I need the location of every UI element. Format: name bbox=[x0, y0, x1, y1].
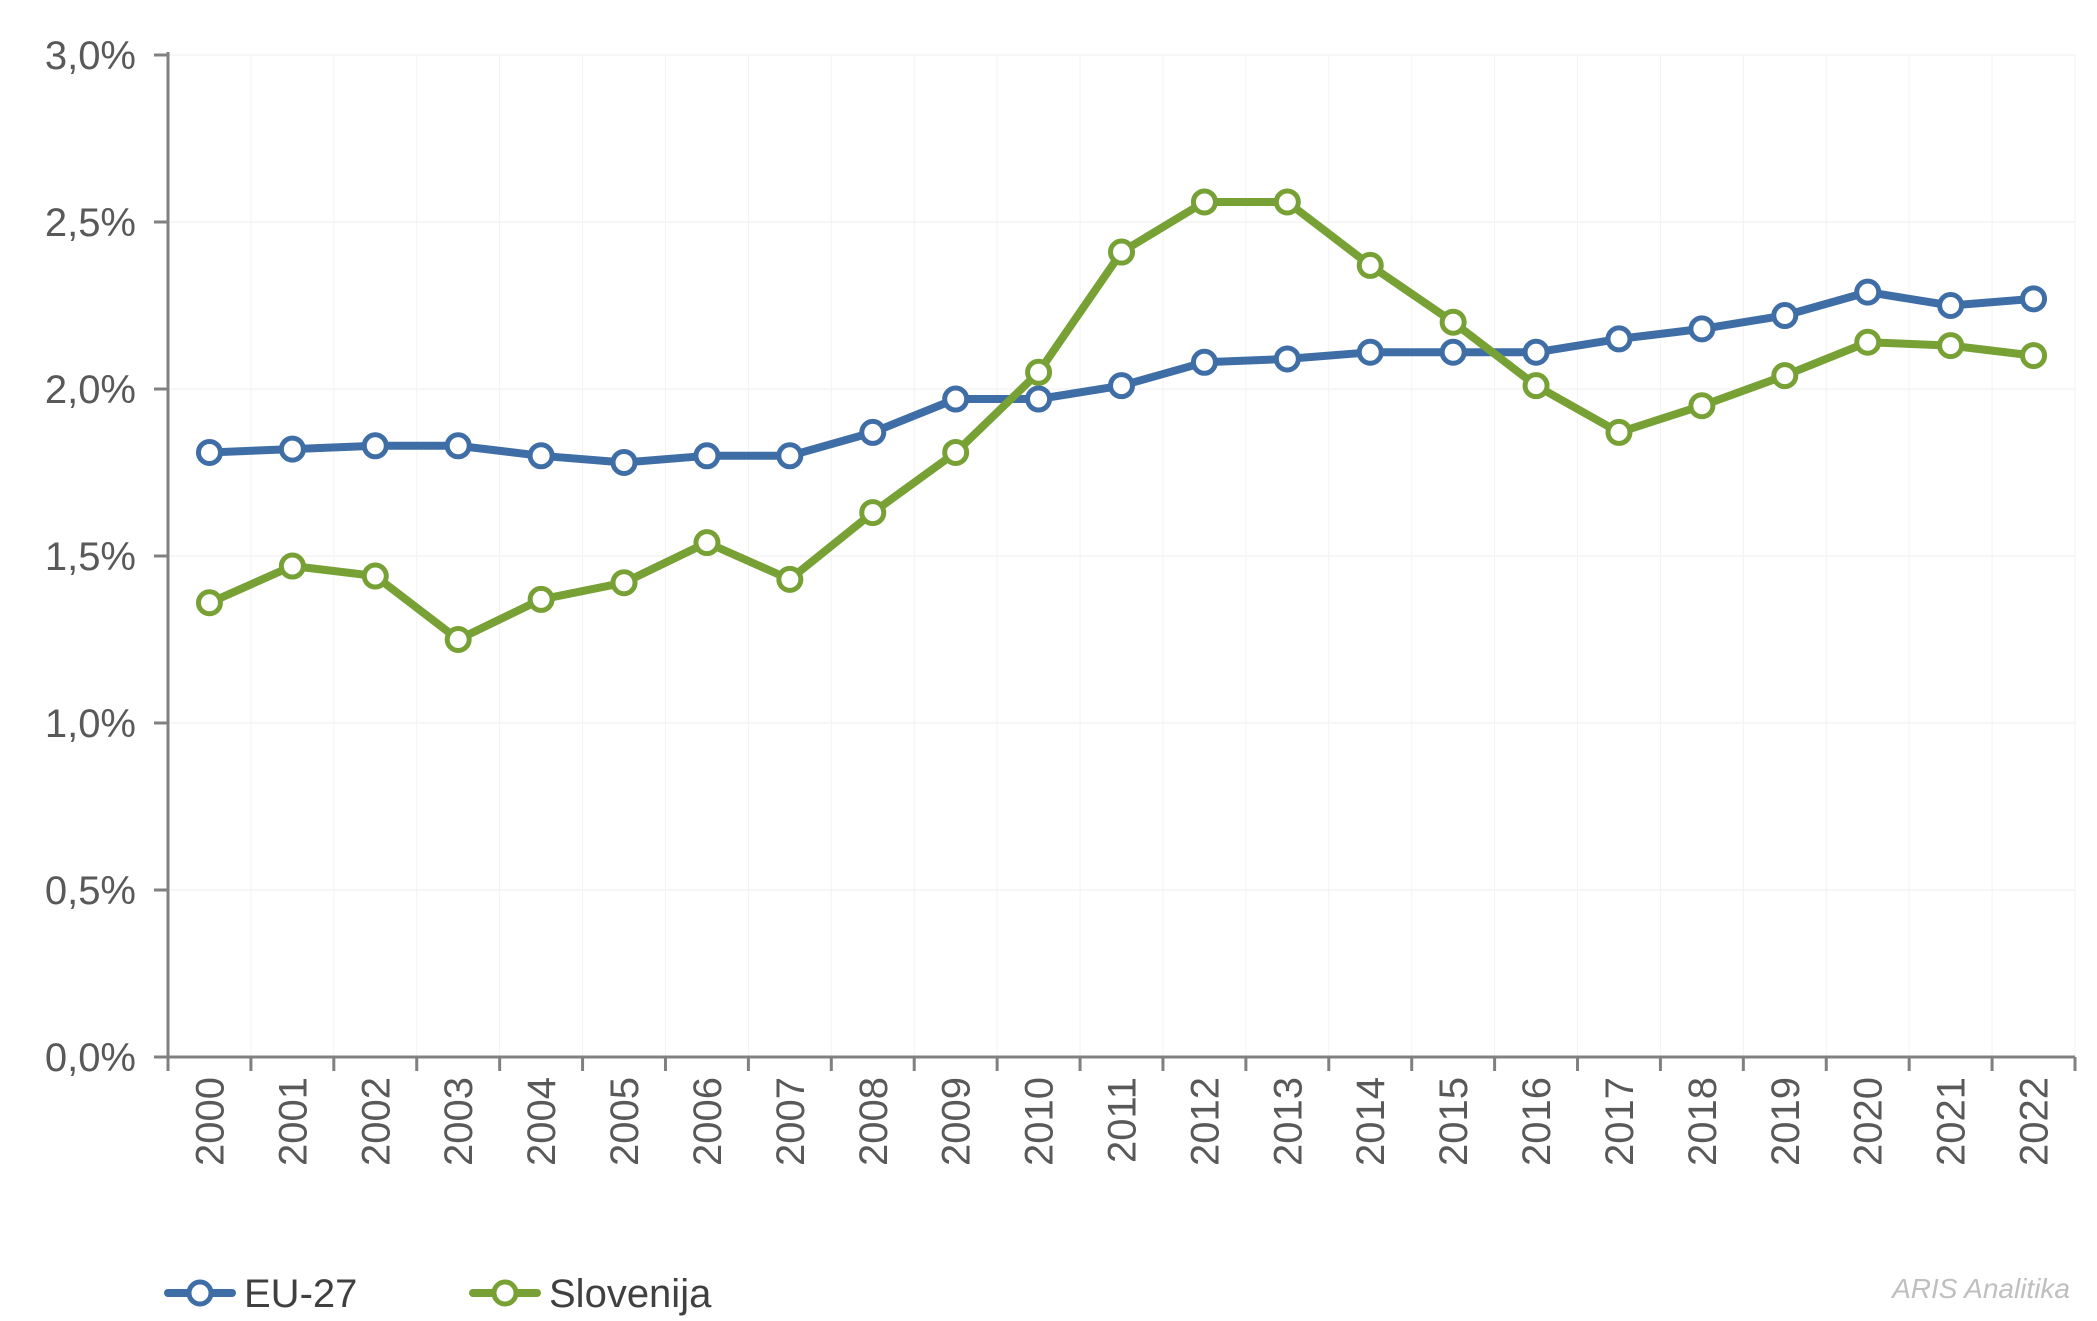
x-tick-label: 2008 bbox=[852, 1077, 896, 1166]
x-tick-label: 2012 bbox=[1183, 1077, 1227, 1166]
data-point-slovenija bbox=[444, 626, 472, 653]
data-point-slovenija bbox=[1190, 188, 1218, 216]
y-tick-label: 0,5% bbox=[45, 869, 136, 913]
data-point-slovenija bbox=[1439, 308, 1467, 336]
data-point-eu-27 bbox=[1937, 292, 1965, 319]
x-tick-label: 2021 bbox=[1930, 1077, 1974, 1166]
data-point-eu-27 bbox=[859, 418, 887, 446]
legend-swatch-marker bbox=[186, 1279, 214, 1307]
x-tick-label: 2017 bbox=[1598, 1077, 1642, 1166]
x-tick-label: 2007 bbox=[769, 1077, 813, 1166]
data-point-eu-27 bbox=[444, 432, 472, 460]
x-tick-label: 2001 bbox=[271, 1077, 315, 1166]
data-point-slovenija bbox=[1688, 392, 1716, 420]
data-point-slovenija bbox=[195, 589, 223, 617]
x-tick-label: 2013 bbox=[1266, 1077, 1310, 1166]
x-tick-label: 2005 bbox=[603, 1077, 647, 1166]
y-tick-label: 0,0% bbox=[45, 1036, 136, 1080]
legend-label: EU-27 bbox=[244, 1272, 357, 1316]
data-point-slovenija bbox=[527, 585, 555, 613]
data-point-slovenija bbox=[278, 552, 306, 580]
data-point-eu-27 bbox=[610, 448, 638, 476]
data-point-eu-27 bbox=[1108, 372, 1135, 400]
y-tick-label: 3,0% bbox=[45, 34, 136, 78]
data-point-slovenija bbox=[1273, 188, 1301, 216]
y-tick-label: 1,0% bbox=[45, 702, 136, 746]
data-point-eu-27 bbox=[1605, 325, 1633, 353]
data-point-slovenija bbox=[1937, 332, 1965, 360]
data-point-slovenija bbox=[942, 438, 970, 466]
legend-label: Slovenija bbox=[549, 1272, 712, 1316]
data-point-eu-27 bbox=[1771, 302, 1799, 330]
data-point-eu-27 bbox=[1273, 345, 1301, 373]
data-point-eu-27 bbox=[527, 442, 555, 470]
x-tick-label: 2006 bbox=[686, 1077, 730, 1166]
data-point-eu-27 bbox=[693, 442, 721, 470]
data-point-eu-27 bbox=[1439, 338, 1467, 366]
gridlines bbox=[168, 54, 2076, 1057]
x-tick-label: 2004 bbox=[520, 1077, 564, 1166]
y-tick-label: 1,5% bbox=[45, 535, 136, 579]
legend-swatch-marker bbox=[491, 1279, 519, 1307]
data-point-eu-27 bbox=[1190, 348, 1218, 376]
data-point-slovenija bbox=[1356, 251, 1384, 279]
data-point-eu-27 bbox=[1356, 338, 1384, 366]
x-tick-label: 2016 bbox=[1515, 1077, 1559, 1166]
data-point-eu-27 bbox=[361, 432, 389, 460]
data-point-slovenija bbox=[776, 565, 804, 593]
x-tick-label: 2020 bbox=[1847, 1077, 1891, 1166]
x-tick-label: 2014 bbox=[1349, 1077, 1393, 1166]
data-point-eu-27 bbox=[278, 435, 306, 463]
x-tick-label: 2009 bbox=[935, 1077, 979, 1166]
legend: EU-27 Slovenija bbox=[164, 1272, 712, 1316]
data-point-eu-27 bbox=[1522, 338, 1550, 366]
x-tick-label: 2002 bbox=[354, 1077, 398, 1166]
data-point-eu-27 bbox=[776, 442, 804, 470]
data-point-eu-27 bbox=[1688, 315, 1716, 343]
data-point-slovenija bbox=[1854, 328, 1882, 356]
data-point-eu-27 bbox=[195, 438, 223, 466]
data-point-slovenija bbox=[1771, 362, 1799, 390]
x-tick-label: 2003 bbox=[437, 1077, 481, 1166]
data-point-slovenija bbox=[2020, 342, 2048, 370]
data-point-slovenija bbox=[1522, 372, 1550, 400]
data-point-eu-27 bbox=[1025, 385, 1053, 413]
data-point-slovenija bbox=[361, 562, 389, 590]
axes: 0,0% 0,5% 1,0% 1,5% 2,0% 2,5% 3,0% 2000 2001 2002… bbox=[45, 34, 2077, 1166]
data-point-slovenija bbox=[693, 529, 721, 557]
y-tick-label: 2,0% bbox=[45, 368, 136, 412]
data-point-slovenija bbox=[859, 499, 887, 527]
x-tick-label: 2022 bbox=[2013, 1077, 2057, 1166]
data-point-slovenija bbox=[1108, 238, 1135, 266]
x-tick-label: 2000 bbox=[188, 1077, 232, 1166]
series-group bbox=[195, 188, 2048, 653]
x-tick-label: 2015 bbox=[1432, 1077, 1476, 1166]
data-point-eu-27 bbox=[2020, 285, 2048, 313]
x-tick-label: 2019 bbox=[1764, 1077, 1808, 1166]
data-point-eu-27 bbox=[1854, 278, 1882, 306]
x-tick-label: 2018 bbox=[1681, 1077, 1725, 1166]
x-tick-label: 2011 bbox=[1101, 1077, 1145, 1163]
data-point-eu-27 bbox=[942, 385, 970, 413]
data-point-slovenija bbox=[1025, 358, 1053, 386]
data-point-slovenija bbox=[610, 569, 638, 597]
source-credit: ARIS Analitika bbox=[1890, 1273, 2070, 1304]
series-line-slovenija bbox=[205, 198, 2038, 644]
data-point-slovenija bbox=[1605, 418, 1633, 446]
x-tick-label: 2010 bbox=[1018, 1077, 1062, 1166]
y-tick-label: 2,5% bbox=[45, 201, 136, 245]
